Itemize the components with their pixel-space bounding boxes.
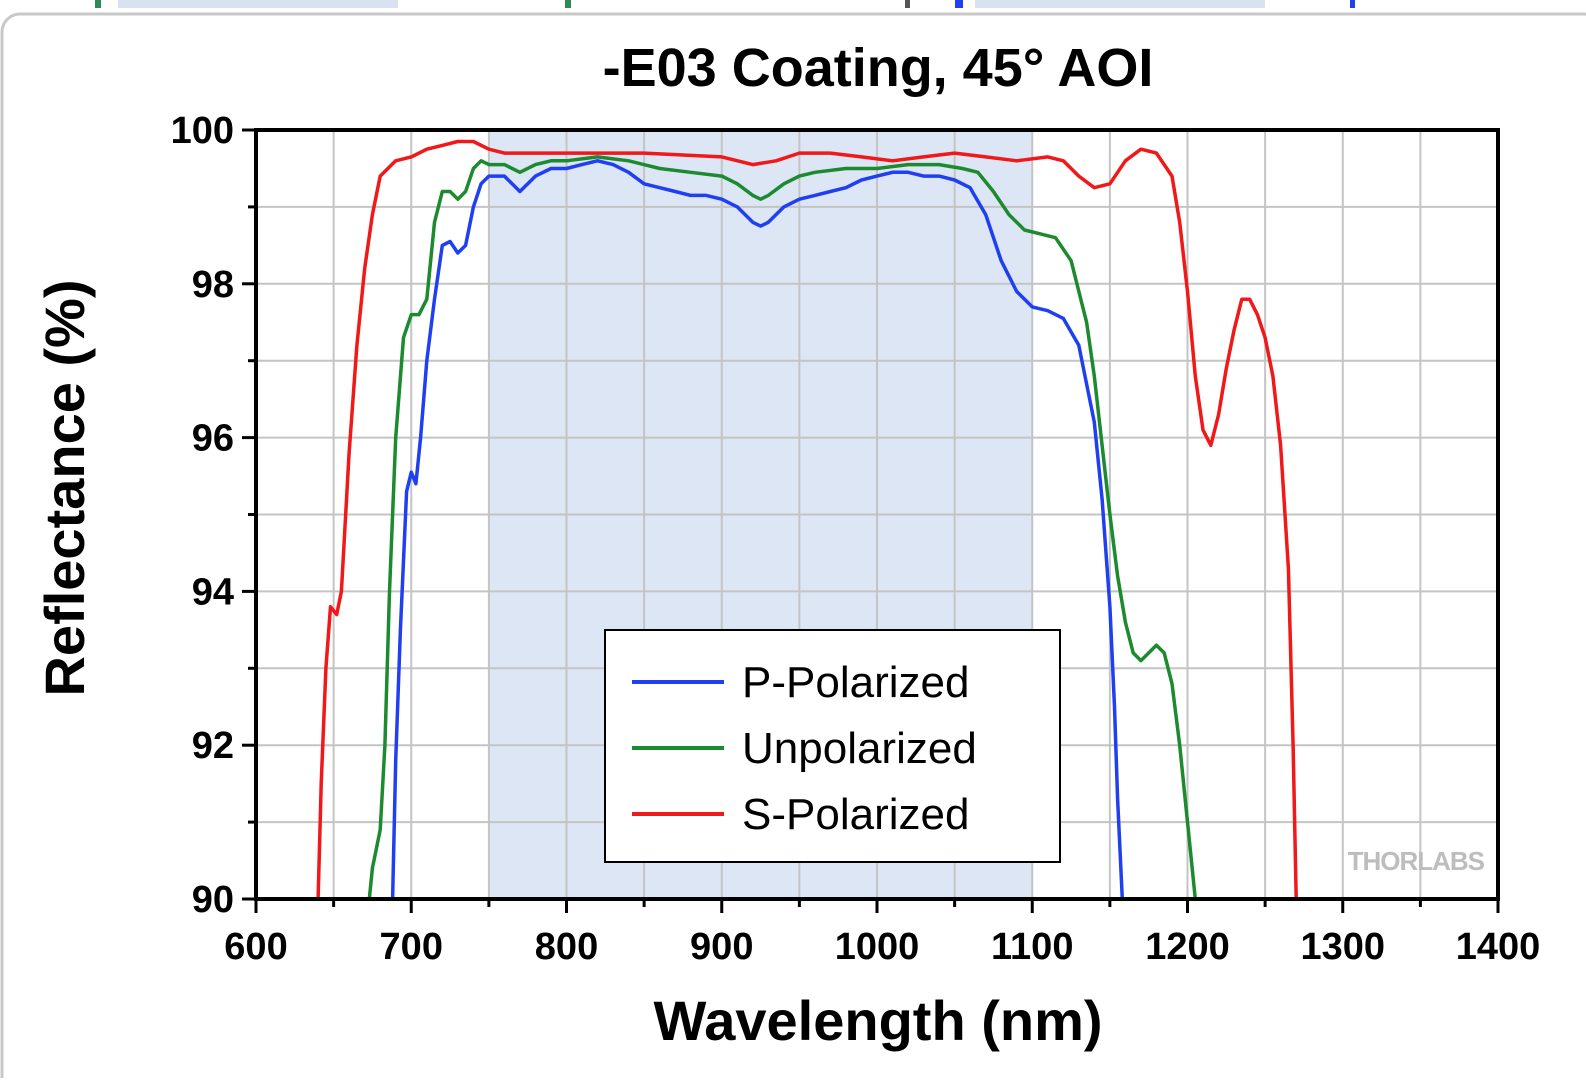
- x-axis-label: Wavelength (nm): [653, 989, 1102, 1052]
- y-tick-label: 94: [192, 571, 234, 613]
- thorlabs-logo: THORLABS: [1348, 846, 1485, 876]
- top-decoration: [95, 0, 1355, 8]
- legend-label: S-Polarized: [742, 790, 969, 839]
- x-tick-label: 1200: [1145, 926, 1230, 968]
- series-line-s-polarized: [316, 139, 1298, 900]
- x-tick-label: 700: [380, 926, 443, 968]
- y-tick-label: 92: [192, 725, 234, 767]
- legend-label: Unpolarized: [742, 724, 977, 773]
- series-line-unpolarized: [367, 155, 1198, 900]
- y-axis-label: Reflectance (%): [33, 279, 96, 696]
- x-tick-label: 900: [690, 926, 753, 968]
- y-tick-label: 98: [192, 264, 234, 306]
- x-tick-label: 1400: [1456, 926, 1541, 968]
- legend-label: P-Polarized: [742, 658, 969, 707]
- x-tick-label: 800: [535, 926, 598, 968]
- y-tick-label: 90: [192, 879, 234, 921]
- x-tick-label: 1300: [1300, 926, 1385, 968]
- legend: P-Polarized Unpolarized S-Polarized: [604, 629, 1061, 863]
- series-line-p-polarized: [390, 159, 1125, 900]
- chart-frame: [0, 12, 1586, 1083]
- y-tick-label: 100: [171, 110, 234, 152]
- y-axis: 90 92 94 96 98 100: [171, 110, 256, 921]
- x-tick-label: 1000: [835, 926, 920, 968]
- x-axis: 600 700 800 900 1000 1100 1200 1300 1400: [224, 899, 1540, 968]
- x-tick-label: 600: [224, 926, 287, 968]
- chart-title: -E03 Coating, 45° AOI: [603, 38, 1154, 98]
- series-layer: [316, 139, 1298, 900]
- y-tick-label: 96: [192, 418, 234, 460]
- x-tick-label: 1100: [991, 926, 1073, 968]
